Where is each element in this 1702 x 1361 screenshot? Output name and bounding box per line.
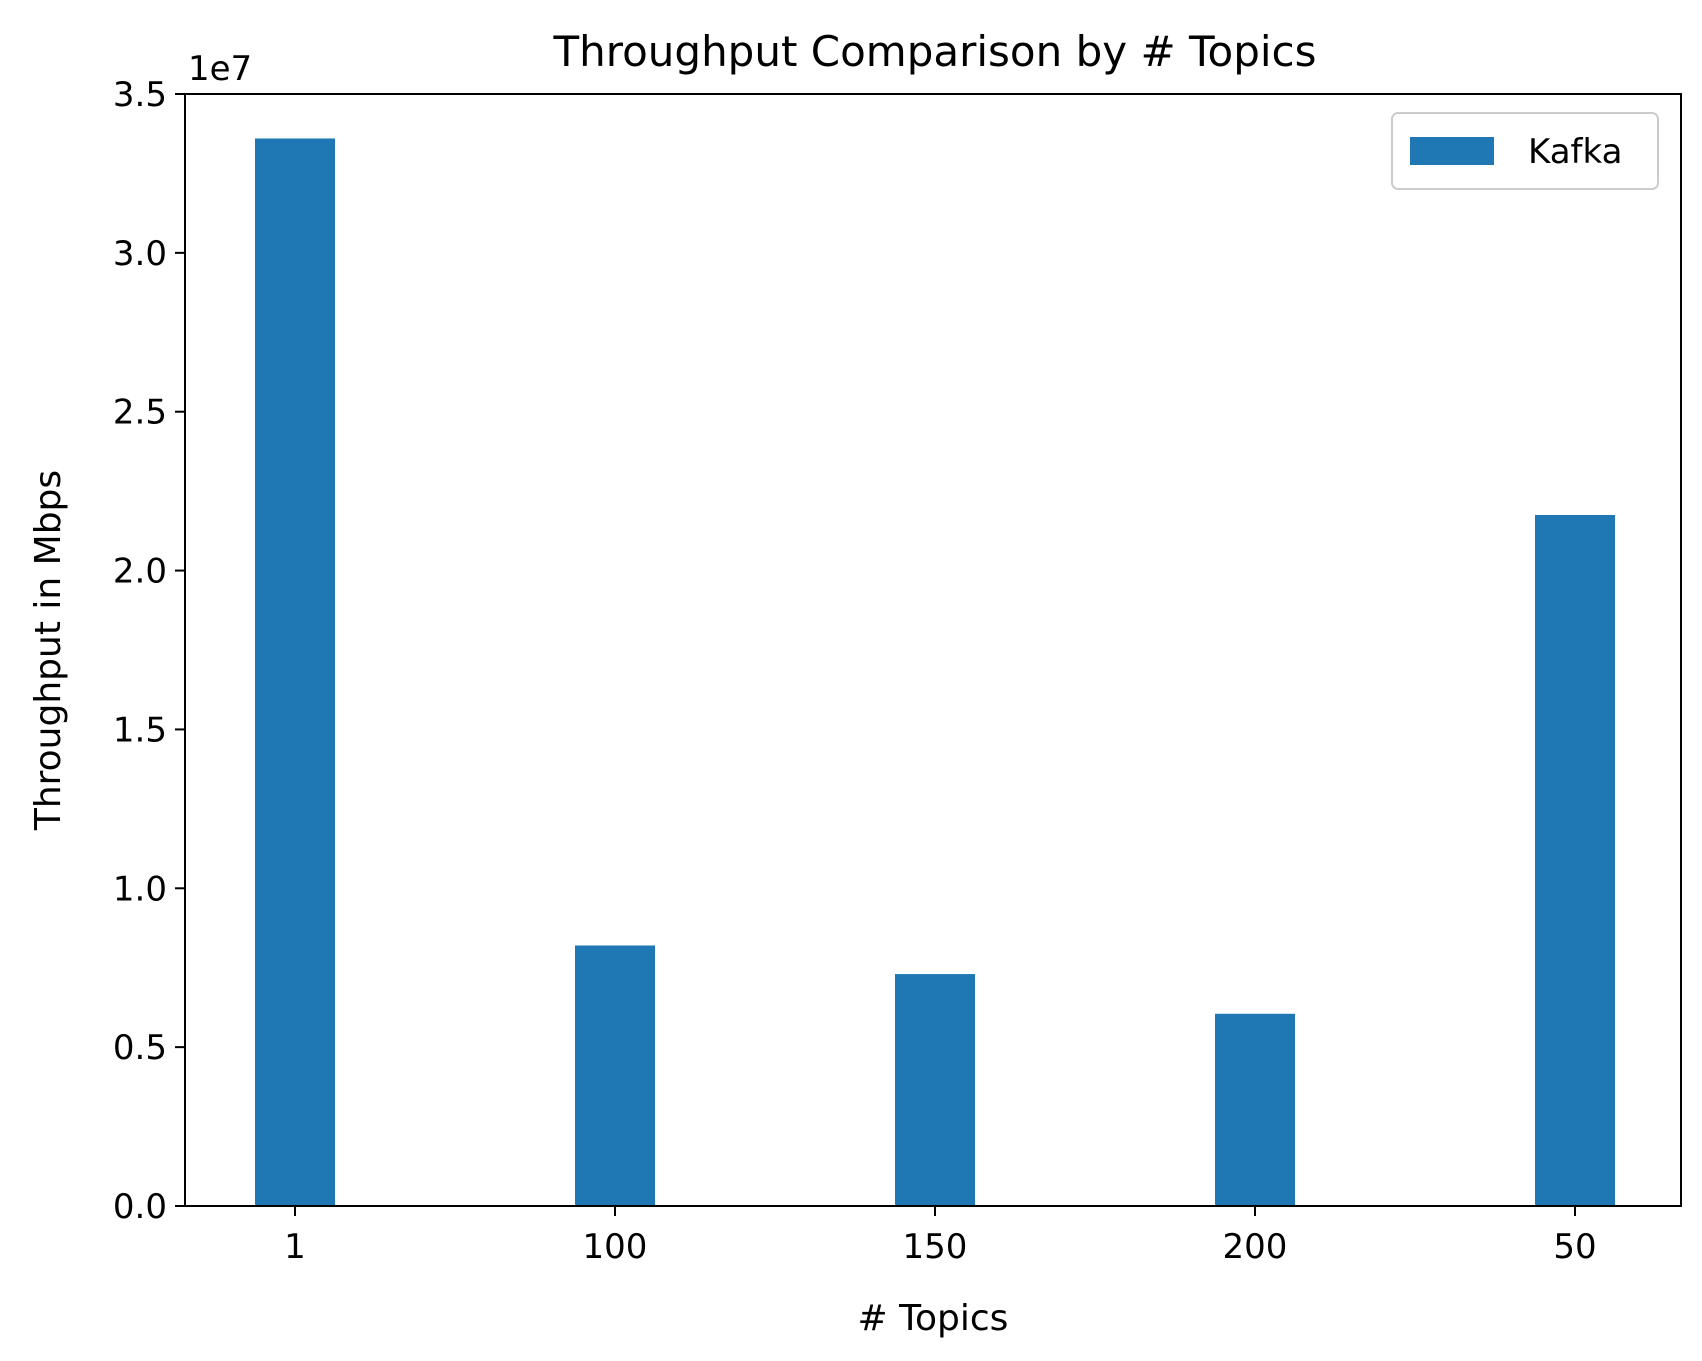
x-axis-label: # Topics bbox=[858, 1298, 1009, 1339]
x-axis-ticks: 1 100 150 200 50 bbox=[284, 1206, 1597, 1267]
plot-area-frame bbox=[184, 93, 1682, 1207]
bar-1 bbox=[255, 138, 335, 1207]
x-tick-label-150: 150 bbox=[903, 1227, 968, 1267]
legend-frame bbox=[1391, 112, 1659, 190]
legend-label-kafka: Kafka bbox=[1528, 132, 1622, 172]
y-tick-label-7: 3.5 bbox=[113, 75, 167, 115]
legend: Kafka bbox=[1391, 112, 1659, 190]
y-tick-label-0: 0.0 bbox=[113, 1187, 167, 1227]
x-tick-label-200: 200 bbox=[1223, 1227, 1288, 1267]
x-tick-label-1: 1 bbox=[284, 1227, 306, 1267]
y-offset-label: 1e7 bbox=[188, 49, 252, 89]
chart-title: Throughput Comparison by # Topics bbox=[552, 27, 1316, 76]
y-tick-label-1: 0.5 bbox=[113, 1028, 167, 1068]
bar-50 bbox=[1535, 514, 1615, 1206]
y-tick-label-3: 1.5 bbox=[113, 710, 167, 750]
y-tick-label-2: 1.0 bbox=[113, 869, 167, 909]
y-axis-ticks: 0.0 0.5 1.0 1.5 2.0 2.5 3.0 3.5 bbox=[113, 75, 185, 1227]
bar-150 bbox=[895, 974, 975, 1206]
legend-swatch-kafka bbox=[1410, 137, 1494, 165]
x-tick-label-100: 100 bbox=[583, 1227, 648, 1267]
bar-100 bbox=[575, 945, 655, 1206]
bar-200 bbox=[1215, 1013, 1295, 1206]
y-tick-label-4: 2.0 bbox=[113, 552, 167, 592]
bar-group bbox=[255, 138, 1615, 1207]
y-tick-label-6: 3.0 bbox=[113, 234, 167, 274]
y-axis-label: Throughput in Mbps bbox=[28, 470, 69, 831]
y-tick-label-5: 2.5 bbox=[113, 393, 167, 433]
x-tick-label-50: 50 bbox=[1553, 1227, 1596, 1267]
